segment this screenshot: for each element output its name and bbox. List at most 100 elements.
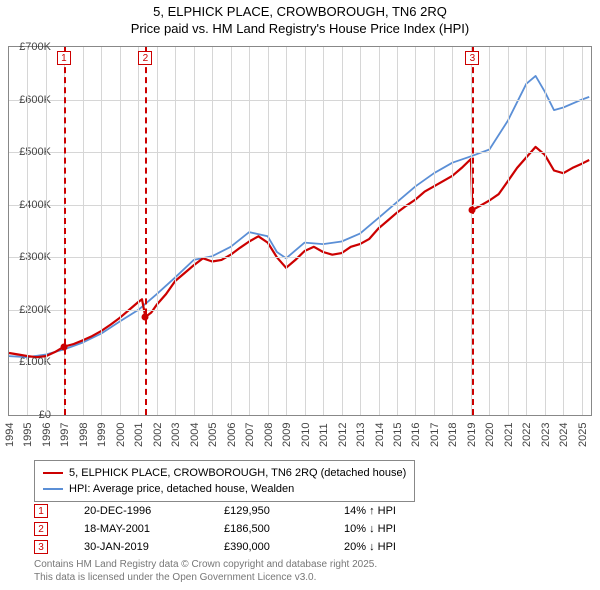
legend-swatch (43, 488, 63, 490)
gridline-vertical (138, 47, 139, 415)
sale-delta: 20% ↓ HPI (344, 541, 396, 553)
x-axis-tick-label: 2014 (374, 423, 386, 447)
chart-plot-area: £0£100K£200K£300K£400K£500K£600K£700K199… (8, 46, 592, 416)
x-axis-tick-label: 2015 (392, 423, 404, 447)
sale-price: £186,500 (224, 523, 344, 535)
gridline-horizontal (9, 205, 591, 206)
sale-marker-badge: 1 (57, 51, 71, 65)
gridline-vertical (268, 47, 269, 415)
sale-marker-dot (142, 313, 149, 320)
sale-marker-line (145, 47, 147, 415)
title-address: 5, ELPHICK PLACE, CROWBOROUGH, TN6 2RQ (0, 4, 600, 21)
legend: 5, ELPHICK PLACE, CROWBOROUGH, TN6 2RQ (… (34, 460, 415, 502)
sale-price: £390,000 (224, 541, 344, 553)
sale-date: 30-JAN-2019 (84, 541, 224, 553)
sale-badge: 1 (34, 504, 48, 518)
x-axis-tick-label: 2004 (189, 423, 201, 447)
sale-marker-badge: 3 (465, 51, 479, 65)
title-block: 5, ELPHICK PLACE, CROWBOROUGH, TN6 2RQ P… (0, 0, 600, 38)
x-axis-tick-label: 2019 (466, 423, 478, 447)
series-line-subject (9, 147, 589, 357)
sale-price: £129,950 (224, 505, 344, 517)
legend-swatch (43, 472, 63, 474)
gridline-vertical (563, 47, 564, 415)
x-axis-tick-label: 2024 (558, 423, 570, 447)
x-axis-tick-label: 2000 (115, 423, 127, 447)
footer-attribution: Contains HM Land Registry data © Crown c… (34, 559, 377, 584)
gridline-vertical (379, 47, 380, 415)
sale-marker-line (64, 47, 66, 415)
x-axis-tick-label: 2011 (318, 423, 330, 447)
table-row: 1 20-DEC-1996 £129,950 14% ↑ HPI (34, 502, 396, 520)
x-axis-tick-label: 2018 (447, 423, 459, 447)
gridline-vertical (286, 47, 287, 415)
gridline-vertical (175, 47, 176, 415)
gridline-horizontal (9, 362, 591, 363)
gridline-vertical (526, 47, 527, 415)
legend-label: 5, ELPHICK PLACE, CROWBOROUGH, TN6 2RQ (… (69, 467, 406, 479)
gridline-vertical (194, 47, 195, 415)
x-axis-tick-label: 2007 (244, 423, 256, 447)
gridline-vertical (120, 47, 121, 415)
title-subtitle: Price paid vs. HM Land Registry's House … (0, 21, 600, 38)
sale-date: 18-MAY-2001 (84, 523, 224, 535)
gridline-vertical (101, 47, 102, 415)
gridline-horizontal (9, 257, 591, 258)
x-axis-tick-label: 2013 (355, 423, 367, 447)
x-axis-tick-label: 2002 (152, 423, 164, 447)
chart-svg (9, 47, 591, 415)
x-axis-tick-label: 2017 (429, 423, 441, 447)
x-axis-tick-label: 1995 (22, 423, 34, 447)
sale-marker-badge: 2 (138, 51, 152, 65)
x-axis-tick-label: 2005 (207, 423, 219, 447)
gridline-horizontal (9, 310, 591, 311)
gridline-vertical (489, 47, 490, 415)
x-axis-tick-label: 2021 (503, 423, 515, 447)
x-axis-tick-label: 2008 (263, 423, 275, 447)
sale-marker-dot (469, 206, 476, 213)
gridline-vertical (452, 47, 453, 415)
x-axis-tick-label: 2016 (410, 423, 422, 447)
sale-marker-line (472, 47, 474, 415)
x-axis-tick-label: 2006 (226, 423, 238, 447)
gridline-vertical (157, 47, 158, 415)
footer-line: Contains HM Land Registry data © Crown c… (34, 559, 377, 572)
x-axis-tick-label: 2001 (133, 423, 145, 447)
x-axis-tick-label: 1994 (4, 423, 16, 447)
gridline-vertical (342, 47, 343, 415)
footer-line: This data is licensed under the Open Gov… (34, 572, 377, 585)
gridline-horizontal (9, 100, 591, 101)
gridline-vertical (360, 47, 361, 415)
table-row: 3 30-JAN-2019 £390,000 20% ↓ HPI (34, 538, 396, 556)
gridline-vertical (323, 47, 324, 415)
gridline-horizontal (9, 152, 591, 153)
gridline-vertical (434, 47, 435, 415)
gridline-vertical (212, 47, 213, 415)
x-axis-tick-label: 2025 (577, 423, 589, 447)
x-axis-tick-label: 2012 (337, 423, 349, 447)
gridline-vertical (46, 47, 47, 415)
gridline-vertical (545, 47, 546, 415)
x-axis-tick-label: 2009 (281, 423, 293, 447)
x-axis-tick-label: 1996 (41, 423, 53, 447)
legend-label: HPI: Average price, detached house, Weal… (69, 483, 294, 495)
gridline-vertical (83, 47, 84, 415)
sale-marker-dot (60, 343, 67, 350)
sales-table: 1 20-DEC-1996 £129,950 14% ↑ HPI 2 18-MA… (34, 502, 396, 556)
x-axis-tick-label: 2023 (540, 423, 552, 447)
sale-badge: 3 (34, 540, 48, 554)
x-axis-tick-label: 1999 (96, 423, 108, 447)
x-axis-tick-label: 2020 (484, 423, 496, 447)
x-axis-tick-label: 1997 (59, 423, 71, 447)
sale-delta: 10% ↓ HPI (344, 523, 396, 535)
x-axis-tick-label: 1998 (78, 423, 90, 447)
gridline-vertical (249, 47, 250, 415)
gridline-vertical (305, 47, 306, 415)
gridline-vertical (415, 47, 416, 415)
sale-date: 20-DEC-1996 (84, 505, 224, 517)
gridline-vertical (508, 47, 509, 415)
gridline-vertical (582, 47, 583, 415)
gridline-vertical (397, 47, 398, 415)
x-axis-tick-label: 2003 (170, 423, 182, 447)
gridline-vertical (231, 47, 232, 415)
